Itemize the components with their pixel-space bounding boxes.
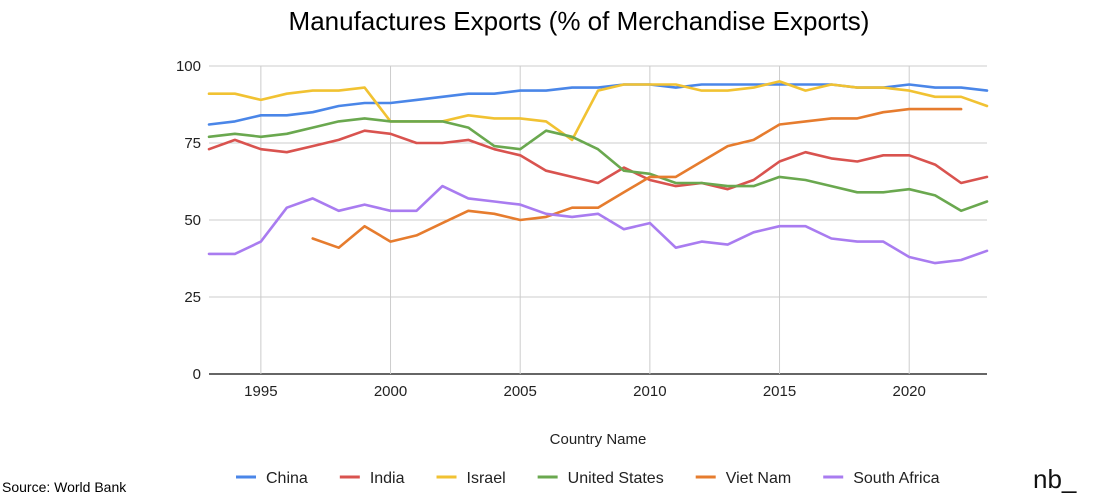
legend-label-south-africa: South Africa [853,470,939,487]
x-tick-label: 1995 [244,383,277,400]
legend-label-china: China [266,470,308,487]
x-tick-label: 2020 [893,383,926,400]
y-axis: 0 25 50 75 100 [176,58,201,383]
series-line-india [207,129,989,191]
legend-label-united-states: United States [568,470,664,487]
x-tick-label: 2010 [633,383,666,400]
x-tick-label: 2015 [763,383,796,400]
series-line-israel [207,80,989,142]
x-tick-label: 2005 [504,383,537,400]
plot-area [207,80,989,265]
chart-title: Manufactures Exports (% of Merchandise E… [289,6,870,36]
legend-label-india: India [370,470,405,487]
legend-label-israel: Israel [467,470,506,487]
brand-logo: nb_ [1033,464,1077,494]
x-tick-label: 2000 [374,383,407,400]
y-tick-label: 75 [184,135,201,152]
y-tick-label: 100 [176,58,201,75]
series-line-viet-nam [311,107,963,249]
y-tick-label: 25 [184,289,201,306]
series-line-united-states [207,117,989,213]
x-axis: 1995 2000 2005 2010 2015 2020 [244,383,926,400]
x-axis-title: Country Name [550,431,647,448]
source-note: Source: World Bank [2,479,127,495]
chart-grid [209,65,987,375]
y-tick-label: 50 [184,212,201,229]
series-line-south-africa [207,184,989,265]
legend: China India Israel United States Viet Nam Sou… [236,470,940,487]
legend-label-viet-nam: Viet Nam [726,470,792,487]
y-tick-label: 0 [193,366,201,383]
